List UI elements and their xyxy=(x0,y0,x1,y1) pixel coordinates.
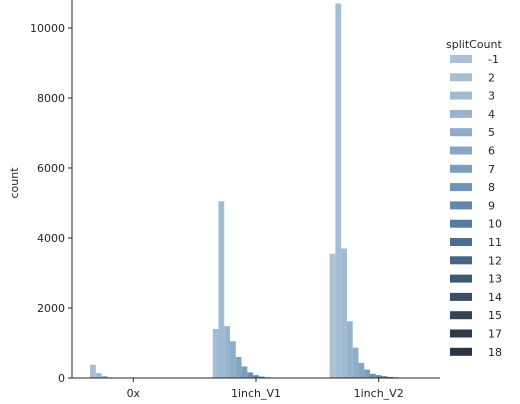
legend-label: 12 xyxy=(488,254,502,267)
bar-1inch_V1-split-3 xyxy=(218,201,224,378)
legend-label: 18 xyxy=(488,346,502,359)
bar-0x-split-2 xyxy=(90,365,96,378)
legend-item: 3 xyxy=(450,90,495,103)
legend-label: 3 xyxy=(488,90,495,103)
legend-swatch xyxy=(450,201,472,209)
legend-label: 7 xyxy=(488,163,495,176)
legend-swatch xyxy=(450,165,472,173)
y-tick-label: 6000 xyxy=(37,162,65,175)
legend-label: 17 xyxy=(488,328,502,341)
legend-swatch xyxy=(450,128,472,136)
legend-label: 6 xyxy=(488,145,495,158)
bar-1inch_V1-split-6 xyxy=(236,357,242,378)
legend-item: 13 xyxy=(450,273,502,286)
legend-item: 18 xyxy=(450,346,502,359)
x-tick-label: 1inch_V2 xyxy=(354,387,404,400)
bar-1inch_V1-split-7 xyxy=(242,366,248,378)
legend-swatch xyxy=(450,220,472,228)
legend-swatch xyxy=(450,55,472,63)
x-axis: 0x 1inch_V1 1inch_V2 xyxy=(72,378,440,400)
bar-1inch_V1-split-4 xyxy=(224,326,230,378)
legend-item: 14 xyxy=(450,291,502,304)
legend-item: 17 xyxy=(450,328,502,341)
legend-item: 9 xyxy=(450,199,495,212)
bar-1inch_V1-split-8 xyxy=(247,372,253,378)
legend-swatch xyxy=(450,147,472,155)
bar-1inch_V2-split-6 xyxy=(358,363,364,378)
y-tick-label: 0 xyxy=(58,372,65,385)
y-axis-label: count xyxy=(8,167,21,199)
legend-swatch xyxy=(450,275,472,283)
legend-label: 5 xyxy=(488,126,495,139)
legend-item: 4 xyxy=(450,108,495,121)
y-tick-label: 8000 xyxy=(37,92,65,105)
legend-label: 8 xyxy=(488,181,495,194)
legend-label: 14 xyxy=(488,291,502,304)
legend-swatch xyxy=(450,348,472,356)
legend-item: -1 xyxy=(450,53,499,66)
bar-1inch_V2-split-4 xyxy=(347,321,353,378)
legend-item: 2 xyxy=(450,71,495,84)
legend-label: 13 xyxy=(488,273,502,286)
bar-1inch_V2-split--1 xyxy=(330,254,336,378)
bar-1inch_V2-split-2 xyxy=(335,4,341,379)
legend-label: 11 xyxy=(488,236,502,249)
bar-1inch_V1-split-5 xyxy=(230,341,236,378)
legend-item: 12 xyxy=(450,254,502,267)
legend-item: 8 xyxy=(450,181,495,194)
y-axis: 0 2000 4000 6000 8000 10000 xyxy=(30,0,72,385)
bar-1inch_V2-split-7 xyxy=(364,370,370,378)
legend-swatch xyxy=(450,293,472,301)
legend-items: -1 2 3 4 5 6 7 8 9 10 11 12 13 14 15 17 18 xyxy=(450,53,502,359)
y-axis-label-group: count xyxy=(8,167,21,199)
legend-label: 15 xyxy=(488,309,502,322)
legend-swatch xyxy=(450,311,472,319)
bar-1inch_V2-split-3 xyxy=(341,249,347,379)
legend-swatch xyxy=(450,330,472,338)
y-tick-label: 10000 xyxy=(30,22,65,35)
legend-label: 9 xyxy=(488,199,495,212)
legend-item: 10 xyxy=(450,218,502,231)
legend: splitCount -1 2 3 4 5 6 7 8 9 10 11 12 13 14 15 17 18 xyxy=(446,38,502,359)
y-tick-label: 2000 xyxy=(37,302,65,315)
legend-swatch xyxy=(450,256,472,264)
bars-group xyxy=(90,4,410,379)
bar-0x-split-3 xyxy=(96,373,102,378)
legend-label: 4 xyxy=(488,108,495,121)
legend-item: 7 xyxy=(450,163,495,176)
legend-item: 15 xyxy=(450,309,502,322)
legend-label: -1 xyxy=(488,53,499,66)
legend-item: 5 xyxy=(450,126,495,139)
bar-1inch_V2-split-5 xyxy=(353,348,359,378)
bar-1inch_V1-split-2 xyxy=(213,329,219,378)
legend-title: splitCount xyxy=(446,38,502,51)
legend-item: 6 xyxy=(450,145,495,158)
bar-1inch_V2-split-8 xyxy=(370,374,376,378)
x-tick-label: 1inch_V1 xyxy=(231,387,281,400)
legend-item: 11 xyxy=(450,236,502,249)
legend-swatch xyxy=(450,183,472,191)
y-tick-label: 4000 xyxy=(37,232,65,245)
x-tick-label: 0x xyxy=(127,387,141,400)
legend-swatch xyxy=(450,238,472,246)
legend-swatch xyxy=(450,110,472,118)
legend-swatch xyxy=(450,92,472,100)
legend-label: 2 xyxy=(488,71,495,84)
legend-label: 10 xyxy=(488,218,502,231)
legend-swatch xyxy=(450,73,472,81)
